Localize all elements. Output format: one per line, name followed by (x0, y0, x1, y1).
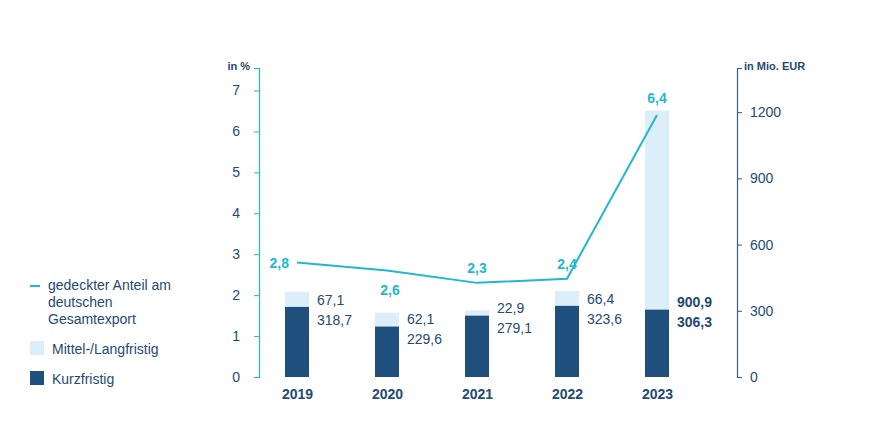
bar-label: 306,3 (677, 314, 712, 330)
tick-label: 6 (232, 123, 240, 139)
tick-mark (254, 213, 259, 214)
tick: 2021 (462, 377, 493, 402)
chart: 318,7229,6279,1323,6306,367,162,122,966,… (0, 0, 870, 429)
legend-label: gedeckter Anteil amdeutschenGesamtexport (48, 277, 171, 327)
bar-label: 318,7 (317, 312, 352, 328)
bar (465, 315, 489, 377)
data-labels: 318,7 229,6 279,1 323,6 306,3 67,1 62,1 22,9 66,… (270, 90, 713, 347)
tick-mark (254, 91, 259, 92)
tick: 1 (232, 328, 259, 344)
bar (285, 292, 309, 307)
tick-mark (737, 112, 742, 113)
y-axis: 0 1 2 3 4 5 6 7 (232, 69, 259, 385)
tick-label: 2023 (642, 386, 673, 402)
plot-area (285, 111, 669, 377)
tick-label: 2020 (372, 386, 403, 402)
axis-line (298, 377, 658, 378)
legend-swatch (30, 285, 40, 287)
tick-mark (737, 377, 742, 378)
bar (645, 309, 669, 377)
line-label: 2,4 (557, 256, 577, 272)
tick-mark (737, 245, 742, 246)
tick-label: 900 (750, 170, 774, 186)
line (297, 115, 657, 283)
tick-mark (737, 178, 742, 179)
legend-label: Kurzfristig (52, 371, 114, 387)
tick: 900 (737, 170, 774, 186)
tick-mark (737, 311, 742, 312)
tick: 4 (232, 205, 259, 221)
tick-label: 600 (750, 237, 774, 253)
bar-label: 67,1 (317, 292, 344, 308)
tick-label: 1200 (750, 104, 781, 120)
tick-label: 2 (232, 287, 240, 303)
tick: 2020 (372, 377, 403, 402)
bar (375, 313, 399, 327)
line-label: 6,4 (647, 90, 667, 106)
tick-label: 2019 (282, 386, 313, 402)
tick: 5 (232, 164, 259, 180)
tick: 600 (737, 237, 774, 253)
bar-label: 279,1 (497, 320, 532, 336)
tick-label: 3 (232, 246, 240, 262)
line-label: 2,6 (380, 282, 400, 298)
legend-label: Mittel-/Langfristig (52, 341, 159, 357)
tick-label: 300 (750, 303, 774, 319)
bar (285, 307, 309, 377)
tick-label: 0 (232, 369, 240, 385)
tick-mark (254, 336, 259, 337)
tick: 2022 (552, 377, 583, 402)
bar (555, 306, 579, 377)
tick: 2019 (282, 377, 313, 402)
bar (645, 111, 669, 310)
tick: 0 (232, 369, 259, 385)
tick-mark (254, 377, 259, 378)
tick: 1200 (737, 104, 781, 120)
tick: 2023 (642, 377, 673, 402)
tick: 7 (232, 82, 259, 98)
line-label: 2,3 (467, 260, 487, 276)
x-axis: 2019 2020 2021 2022 2023 (282, 377, 673, 402)
axis-title: in % (227, 60, 250, 72)
bar (465, 310, 489, 315)
y2-axis: 0 300 600 900 1200 (737, 69, 781, 385)
axis-line (254, 69, 260, 378)
bar (555, 291, 579, 306)
tick-label: 7 (232, 82, 240, 98)
tick-mark (254, 131, 259, 132)
legend-swatch (30, 371, 44, 385)
tick-label: 2022 (552, 386, 583, 402)
legend: gedeckter Anteil amdeutschenGesamtexport… (30, 277, 171, 387)
tick: 6 (232, 123, 259, 139)
bar-label: 62,1 (407, 311, 434, 327)
legend-swatch (30, 341, 44, 355)
axis-line (738, 69, 743, 378)
tick-label: 2021 (462, 386, 493, 402)
tick-mark (254, 295, 259, 296)
bar-label: 900,9 (677, 294, 712, 310)
tick-label: 5 (232, 164, 240, 180)
tick: 0 (737, 369, 758, 385)
bar-label: 22,9 (497, 300, 524, 316)
bar-label: 229,6 (407, 331, 442, 347)
bar-label: 66,4 (587, 291, 614, 307)
tick: 2 (232, 287, 259, 303)
tick-mark (254, 254, 259, 255)
bar (375, 326, 399, 377)
line-label: 2,8 (270, 255, 290, 271)
tick-label: 1 (232, 328, 240, 344)
chart-container: 318,7229,6279,1323,6306,367,162,122,966,… (0, 0, 870, 429)
tick-mark (254, 172, 259, 173)
tick-label: 4 (232, 205, 240, 221)
tick: 3 (232, 246, 259, 262)
tick-label: 0 (750, 369, 758, 385)
axis-title: in Mio. EUR (744, 60, 805, 72)
tick: 300 (737, 303, 774, 319)
bar-label: 323,6 (587, 311, 622, 327)
